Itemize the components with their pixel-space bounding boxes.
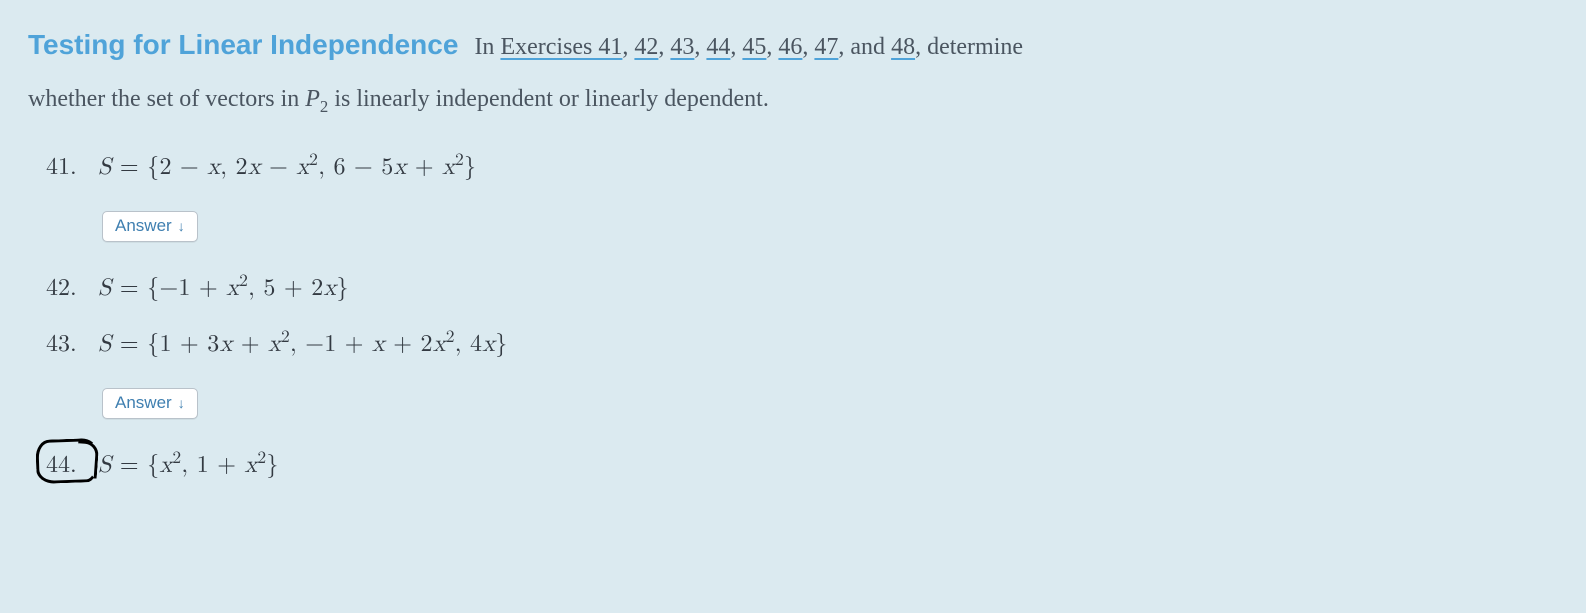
answer-button[interactable]: Answer ↓ (102, 211, 198, 242)
link-separator: , (694, 34, 706, 60)
exercise-list: 41.S = {2 − x, 2x − x2, 6 − 5x + x2} Answ… (28, 145, 1558, 489)
instruction-suffix: is linearly independent or linearly depe… (328, 86, 769, 112)
exercise-link-48[interactable]: 48 (891, 34, 915, 60)
exercise-item: 43.S = {1 + 3x + x2, −1 + x + 2x2, 4x} An… (46, 322, 1558, 425)
exercise-links: Exercises 41, 42, 43, 44, 45, 46, 47, an… (500, 34, 915, 60)
link-separator: , (658, 34, 670, 60)
link-separator: , (802, 34, 814, 60)
space-symbol: P2 (305, 86, 328, 112)
exercise-row: 41.S = {2 − x, 2x − x2, 6 − 5x + x2} (46, 145, 1558, 191)
answer-button-wrap: Answer ↓ (46, 202, 1558, 248)
link-separator: , (730, 34, 742, 60)
exercise-link-47[interactable]: 47 (814, 34, 838, 60)
exercise-link-44[interactable]: 44 (706, 34, 730, 60)
exercise-link-45[interactable]: 45 (742, 34, 766, 60)
answer-button-label: Answer (115, 393, 172, 413)
exercise-link-46[interactable]: 46 (778, 34, 802, 60)
trail-text: , determine (915, 34, 1023, 60)
exercise-number: 42. (46, 266, 92, 312)
exercise-row: 43.S = {1 + 3x + x2, −1 + x + 2x2, 4x} (46, 322, 1558, 368)
exercise-number: 41. (46, 145, 92, 191)
link-separator: , (766, 34, 778, 60)
exercise-number: 43. (46, 322, 92, 368)
answer-button-wrap: Answer ↓ (46, 379, 1558, 425)
lead-in-text: In (474, 34, 500, 60)
exercise-number: 44. (46, 443, 92, 489)
exercise-math: S = {2 − x, 2x − x2, 6 − 5x + x2} (98, 145, 476, 191)
exercise-item: 44.S = {x2, 1 + x2} (46, 443, 1558, 489)
exercise-item: 41.S = {2 − x, 2x − x2, 6 − 5x + x2} Answ… (46, 145, 1558, 248)
chevron-down-icon: ↓ (178, 395, 185, 411)
link-separator: , (622, 34, 634, 60)
exercise-row: 42.S = {−1 + x2, 5 + 2x} (46, 266, 1558, 312)
answer-button-label: Answer (115, 216, 172, 236)
exercise-row: 44.S = {x2, 1 + x2} (46, 443, 1558, 489)
section-heading: Testing for Linear Independence In Exerc… (28, 18, 1558, 71)
link-separator: , and (838, 34, 891, 60)
answer-button[interactable]: Answer ↓ (102, 388, 198, 419)
exercise-link-41[interactable]: Exercises 41 (500, 34, 622, 60)
exercise-link-42[interactable]: 42 (634, 34, 658, 60)
exercise-math: S = {−1 + x2, 5 + 2x} (98, 266, 349, 312)
exercise-math: S = {1 + 3x + x2, −1 + x + 2x2, 4x} (98, 322, 508, 368)
chevron-down-icon: ↓ (178, 218, 185, 234)
exercise-math: S = {x2, 1 + x2} (98, 443, 279, 489)
exercise-item: 42.S = {−1 + x2, 5 + 2x} (46, 266, 1558, 312)
section-title: Testing for Linear Independence (28, 29, 458, 60)
instruction-prefix: whether the set of vectors in (28, 86, 305, 112)
exercise-link-43[interactable]: 43 (670, 34, 694, 60)
instruction-text: whether the set of vectors in P2 is line… (28, 77, 1558, 123)
